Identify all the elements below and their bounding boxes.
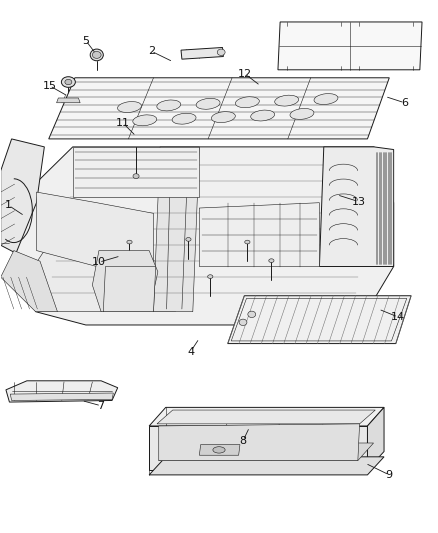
Ellipse shape xyxy=(127,240,132,244)
Ellipse shape xyxy=(239,319,247,326)
Text: 6: 6 xyxy=(401,98,408,108)
Text: 9: 9 xyxy=(386,470,393,480)
Text: 14: 14 xyxy=(391,312,405,322)
Text: 4: 4 xyxy=(187,346,194,357)
Text: 12: 12 xyxy=(238,69,252,79)
Polygon shape xyxy=(159,424,360,461)
Polygon shape xyxy=(199,203,319,266)
Text: 2: 2 xyxy=(148,46,155,56)
Ellipse shape xyxy=(208,274,213,278)
Polygon shape xyxy=(57,98,80,103)
Polygon shape xyxy=(6,381,118,402)
Polygon shape xyxy=(103,266,155,312)
Ellipse shape xyxy=(275,95,299,106)
Polygon shape xyxy=(1,139,44,253)
Ellipse shape xyxy=(117,102,141,112)
Ellipse shape xyxy=(92,52,101,59)
Ellipse shape xyxy=(213,447,225,453)
Ellipse shape xyxy=(248,311,256,318)
Polygon shape xyxy=(1,251,57,312)
Text: 5: 5 xyxy=(82,36,89,45)
Polygon shape xyxy=(319,147,394,266)
Polygon shape xyxy=(149,426,367,470)
Polygon shape xyxy=(157,410,375,424)
Polygon shape xyxy=(11,393,113,400)
Polygon shape xyxy=(92,251,158,312)
Ellipse shape xyxy=(90,49,103,61)
Ellipse shape xyxy=(245,240,250,244)
Text: 10: 10 xyxy=(92,257,106,267)
Ellipse shape xyxy=(269,259,274,263)
Ellipse shape xyxy=(61,77,75,87)
Polygon shape xyxy=(278,22,422,70)
Text: 1: 1 xyxy=(5,200,12,211)
Ellipse shape xyxy=(172,114,196,124)
Polygon shape xyxy=(149,407,384,426)
Ellipse shape xyxy=(157,100,181,111)
Polygon shape xyxy=(159,443,374,461)
Polygon shape xyxy=(199,445,240,455)
Ellipse shape xyxy=(251,110,275,121)
Polygon shape xyxy=(73,147,199,197)
Ellipse shape xyxy=(133,174,139,179)
Polygon shape xyxy=(181,47,223,59)
Text: 11: 11 xyxy=(116,118,130,128)
Polygon shape xyxy=(153,147,199,312)
Ellipse shape xyxy=(133,115,157,126)
Polygon shape xyxy=(228,296,411,344)
Ellipse shape xyxy=(186,238,191,241)
Ellipse shape xyxy=(290,109,314,119)
Polygon shape xyxy=(16,147,394,325)
Polygon shape xyxy=(149,457,384,475)
Ellipse shape xyxy=(235,97,259,108)
Polygon shape xyxy=(36,192,153,266)
Text: 8: 8 xyxy=(240,436,247,446)
Ellipse shape xyxy=(212,112,235,123)
Polygon shape xyxy=(49,78,389,139)
Ellipse shape xyxy=(65,79,72,85)
Ellipse shape xyxy=(314,94,338,104)
Ellipse shape xyxy=(196,99,220,109)
Polygon shape xyxy=(27,251,182,312)
Text: 15: 15 xyxy=(42,81,57,91)
Polygon shape xyxy=(367,407,384,470)
Text: 13: 13 xyxy=(352,197,366,207)
Ellipse shape xyxy=(217,49,225,55)
Text: 7: 7 xyxy=(98,401,105,411)
